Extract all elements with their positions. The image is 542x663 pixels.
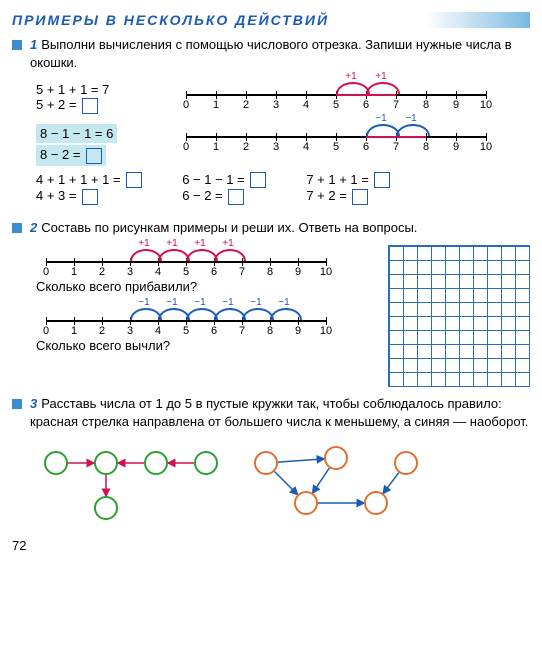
page-title: ПРИМЕРЫ В НЕСКОЛЬКО ДЕЙСТВИЙ xyxy=(12,12,530,28)
bullet-icon xyxy=(12,40,22,50)
task-2-num: 2 xyxy=(30,220,37,235)
bullet-icon xyxy=(12,399,22,409)
circle-diagram-2[interactable] xyxy=(246,443,436,528)
question-2: Сколько всего вычли? xyxy=(36,338,380,353)
task-2-body: Составь по рисункам примеры и реши их. О… xyxy=(41,220,417,235)
circle-diagram-1[interactable] xyxy=(36,443,226,528)
answer-box[interactable] xyxy=(250,172,266,188)
number-line-4: 012345678910−1−1−1−1−1−1 xyxy=(36,304,336,334)
answer-box[interactable] xyxy=(86,148,102,164)
expr: 7 + 1 + 1 = xyxy=(306,172,390,189)
task-1: 1Выполни вычисления с помощью числового … xyxy=(12,36,530,72)
task-2: 2 Составь по рисункам примеры и реши их. … xyxy=(12,219,530,237)
answer-box[interactable] xyxy=(82,189,98,205)
expr: 5 + 1 + 1 = 7 xyxy=(36,82,176,97)
task-1-body: Выполни вычисления с помощью числового о… xyxy=(30,37,512,70)
page-number: 72 xyxy=(12,538,530,553)
task-1-columns: 4 + 1 + 1 + 1 = 4 + 3 = 6 − 1 − 1 = 6 − … xyxy=(36,172,530,205)
task-1-text: 1Выполни вычисления с помощью числового … xyxy=(30,36,530,72)
task-1-group-2: 8 − 1 − 1 = 6 8 − 2 = 012345678910−1−1 xyxy=(12,120,530,166)
expr: 5 + 2 = xyxy=(36,97,176,114)
answer-box[interactable] xyxy=(82,98,98,114)
expr: 8 − 2 = xyxy=(36,145,106,166)
task-3-body: Расставь числа от 1 до 5 в пустые кружки… xyxy=(30,396,528,429)
number-line-3: 012345678910+1+1+1+1 xyxy=(36,245,336,275)
task-2-content: 012345678910+1+1+1+1 Сколько всего приба… xyxy=(12,245,530,387)
expr: 6 − 1 − 1 = xyxy=(182,172,266,189)
bullet-icon xyxy=(12,223,22,233)
task-3-diagrams xyxy=(36,443,530,528)
question-1: Сколько всего прибавили? xyxy=(36,279,380,294)
expr: 7 + 2 = xyxy=(306,188,390,205)
task-2-text: 2 Составь по рисункам примеры и реши их. … xyxy=(30,219,417,237)
task-3-text: 3Расставь числа от 1 до 5 в пустые кружк… xyxy=(30,395,530,431)
answer-box[interactable] xyxy=(352,189,368,205)
expr: 4 + 3 = xyxy=(36,188,142,205)
number-line-1: 012345678910+1+1 xyxy=(176,78,496,108)
task-1-num: 1 xyxy=(30,37,37,52)
answer-box[interactable] xyxy=(126,172,142,188)
expr: 4 + 1 + 1 + 1 = xyxy=(36,172,142,189)
answer-box[interactable] xyxy=(228,189,244,205)
task-3-num: 3 xyxy=(30,396,37,411)
task-1-group-1: 5 + 1 + 1 = 7 5 + 2 = 012345678910+1+1 xyxy=(12,78,530,114)
expr: 6 − 2 = xyxy=(182,188,266,205)
answer-grid[interactable] xyxy=(388,245,530,387)
task-3: 3Расставь числа от 1 до 5 в пустые кружк… xyxy=(12,395,530,431)
answer-box[interactable] xyxy=(374,172,390,188)
number-line-2: 012345678910−1−1 xyxy=(176,120,496,150)
expr: 8 − 1 − 1 = 6 xyxy=(36,124,117,143)
